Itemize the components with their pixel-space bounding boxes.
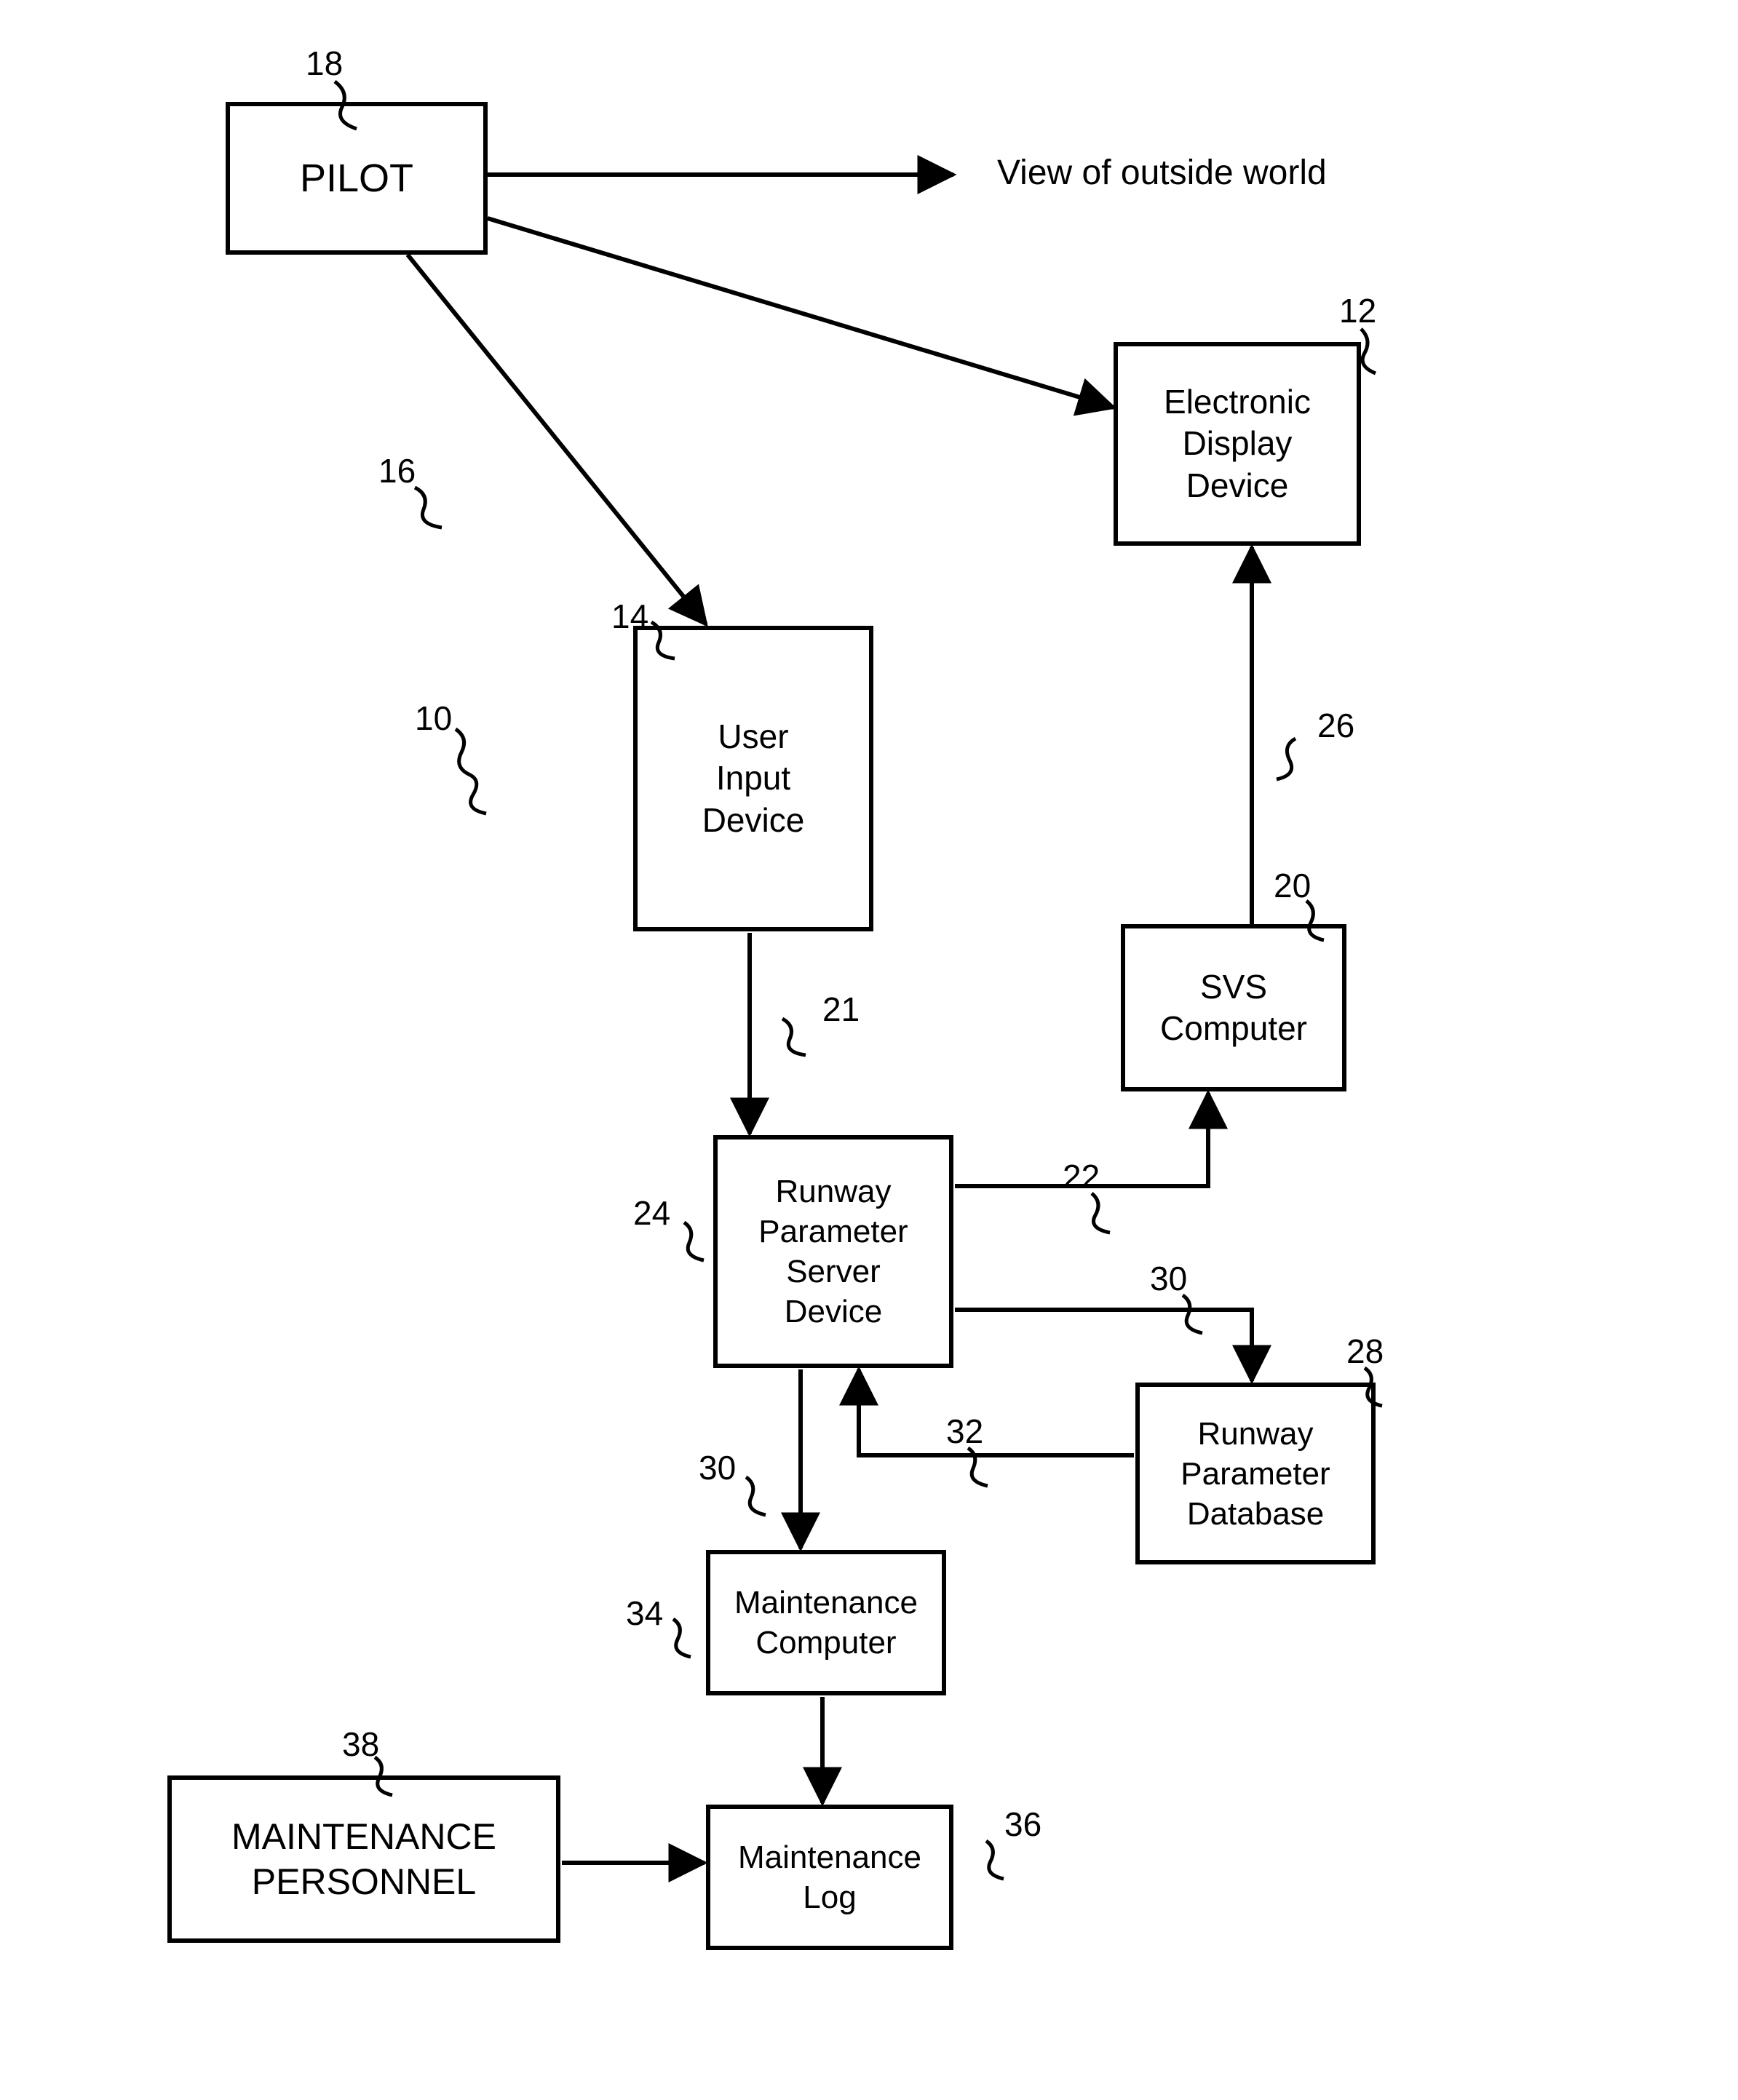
- box-svs-text: SVS Computer: [1160, 966, 1307, 1050]
- ref-26: 26: [1317, 706, 1354, 745]
- box-db: Runway Parameter Database: [1135, 1383, 1376, 1564]
- squiggle-36: [986, 1841, 1004, 1879]
- squiggle-32: [968, 1448, 988, 1486]
- ref-20: 20: [1274, 866, 1311, 905]
- external-world-text: View of outside world: [997, 153, 1327, 193]
- squiggle-34: [673, 1619, 691, 1657]
- ref-32: 32: [946, 1412, 983, 1451]
- box-db-text: Runway Parameter Database: [1181, 1414, 1330, 1534]
- box-server-text: Runway Parameter Server Device: [758, 1172, 908, 1332]
- ref-22: 22: [1063, 1157, 1100, 1196]
- box-svs: SVS Computer: [1121, 924, 1346, 1091]
- squiggle-12: [1361, 329, 1376, 373]
- ref-10: 10: [415, 699, 452, 738]
- ref-34: 34: [626, 1594, 663, 1633]
- arrow-pilot-display: [488, 218, 1114, 407]
- box-mpers: MAINTENANCE PERSONNEL: [167, 1775, 560, 1943]
- box-display-text: Electronic Display Device: [1164, 381, 1311, 507]
- squiggle-22: [1092, 1193, 1110, 1233]
- ref-30a: 30: [1150, 1259, 1187, 1298]
- ref-36: 36: [1004, 1805, 1041, 1844]
- box-mcomp-text: Maintenance Computer: [734, 1583, 918, 1663]
- ref-21: 21: [822, 990, 860, 1029]
- box-mcomp: Maintenance Computer: [706, 1550, 946, 1695]
- box-mpers-text: MAINTENANCE PERSONNEL: [231, 1814, 496, 1905]
- squiggle-30a: [1183, 1295, 1202, 1333]
- box-server: Runway Parameter Server Device: [713, 1135, 953, 1368]
- ref-28: 28: [1346, 1332, 1384, 1371]
- squiggle-21: [782, 1019, 806, 1055]
- diagram-canvas: PILOT Electronic Display Device User Inp…: [0, 0, 1738, 2100]
- squiggle-16: [415, 488, 442, 528]
- squiggle-26: [1277, 739, 1295, 779]
- box-mlog: Maintenance Log: [706, 1805, 953, 1950]
- box-display: Electronic Display Device: [1114, 342, 1361, 546]
- ref-18: 18: [306, 44, 343, 83]
- arrow-server-db: [955, 1310, 1252, 1381]
- box-input: User Input Device: [633, 626, 873, 931]
- squiggle-24: [684, 1222, 704, 1260]
- box-mlog-text: Maintenance Log: [738, 1837, 921, 1917]
- ref-16: 16: [378, 451, 416, 490]
- ref-30b: 30: [699, 1448, 736, 1487]
- box-pilot: PILOT: [226, 102, 488, 255]
- box-input-text: User Input Device: [702, 716, 805, 842]
- ref-38: 38: [342, 1725, 379, 1764]
- squiggle-30b: [746, 1477, 766, 1515]
- ref-14: 14: [611, 597, 648, 636]
- arrow-pilot-input: [408, 255, 706, 624]
- box-pilot-text: PILOT: [300, 156, 413, 201]
- arrow-db-server: [859, 1369, 1134, 1455]
- ref-12: 12: [1339, 291, 1376, 330]
- ref-24: 24: [633, 1193, 670, 1233]
- squiggle-10: [456, 729, 486, 814]
